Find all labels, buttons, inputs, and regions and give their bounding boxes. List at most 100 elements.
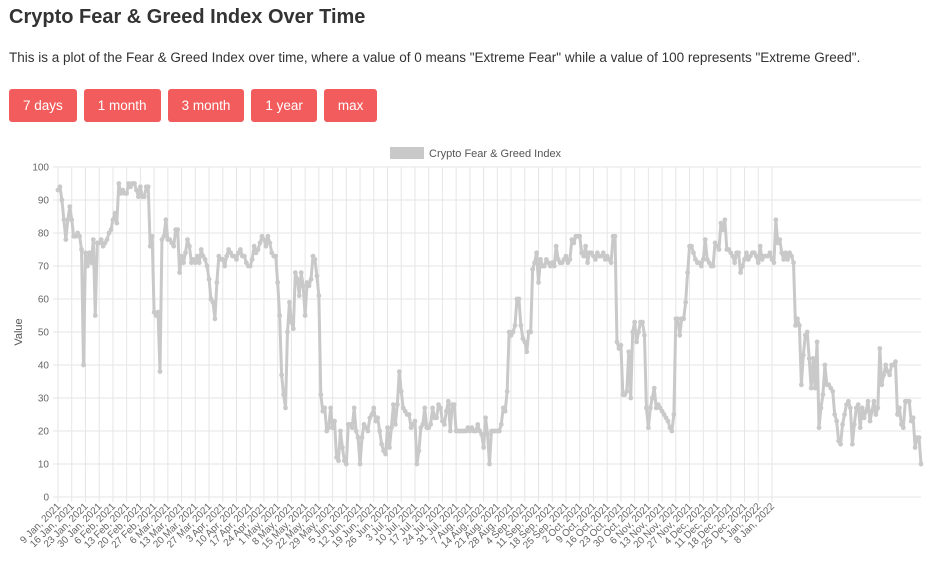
data-point[interactable] [196, 260, 202, 266]
range-3-month-button[interactable]: 3 month [167, 89, 245, 122]
data-point[interactable] [857, 425, 863, 431]
data-point[interactable] [163, 217, 169, 223]
data-point[interactable] [81, 362, 86, 368]
data-point[interactable] [257, 240, 263, 246]
data-point[interactable] [387, 445, 392, 450]
data-point[interactable] [677, 332, 683, 338]
data-point[interactable] [838, 441, 843, 447]
data-point[interactable] [316, 293, 322, 299]
data-point[interactable] [389, 425, 394, 431]
data-point[interactable] [67, 204, 73, 209]
data-point[interactable] [318, 392, 324, 398]
data-point[interactable] [308, 276, 314, 282]
data-point[interactable] [683, 299, 689, 305]
data-point[interactable] [375, 415, 381, 421]
data-point[interactable] [61, 217, 67, 223]
data-point[interactable] [816, 425, 822, 431]
data-point[interactable] [871, 398, 877, 404]
data-point[interactable] [720, 227, 726, 233]
data-point[interactable] [441, 422, 447, 427]
data-point[interactable] [822, 362, 828, 368]
data-point[interactable] [781, 257, 787, 262]
data-point[interactable] [161, 233, 167, 239]
range-1-year-button[interactable]: 1 year [251, 89, 317, 122]
data-point[interactable] [624, 389, 630, 394]
data-point[interactable] [834, 418, 840, 424]
data-point[interactable] [895, 412, 900, 417]
data-point[interactable] [744, 250, 749, 256]
data-point[interactable] [430, 405, 436, 411]
data-point[interactable] [502, 408, 508, 414]
data-point[interactable] [114, 220, 120, 226]
data-point[interactable] [504, 389, 510, 394]
data-point[interactable] [183, 250, 188, 256]
data-point[interactable] [918, 461, 924, 467]
data-point[interactable] [626, 349, 632, 355]
data-point[interactable] [865, 398, 871, 404]
data-point[interactable] [149, 233, 155, 239]
data-point[interactable] [738, 270, 743, 275]
data-point[interactable] [222, 263, 228, 269]
data-point[interactable] [883, 362, 889, 368]
data-point[interactable] [644, 405, 649, 411]
data-point[interactable] [92, 313, 98, 318]
data-point[interactable] [483, 415, 488, 421]
data-point[interactable] [700, 257, 706, 262]
data-point[interactable] [365, 428, 371, 434]
data-point[interactable] [532, 260, 538, 266]
range-1-month-button[interactable]: 1 month [83, 89, 161, 122]
data-point[interactable] [249, 257, 255, 262]
data-point[interactable] [524, 349, 530, 355]
data-point[interactable] [132, 181, 137, 186]
data-point[interactable] [220, 257, 226, 262]
data-point[interactable] [292, 270, 298, 275]
data-point[interactable] [90, 237, 96, 242]
data-point[interactable] [194, 253, 200, 259]
data-point[interactable] [900, 425, 906, 431]
data-point[interactable] [910, 415, 916, 421]
data-point[interactable] [798, 382, 804, 388]
data-point[interactable] [795, 316, 800, 322]
data-point[interactable] [479, 431, 485, 437]
data-point[interactable] [428, 422, 434, 427]
data-point[interactable] [538, 257, 543, 262]
data-point[interactable] [640, 319, 645, 325]
data-point[interactable] [279, 372, 284, 378]
data-point[interactable] [273, 253, 279, 259]
data-point[interactable] [628, 395, 634, 401]
data-point[interactable] [534, 250, 539, 256]
data-point[interactable] [810, 356, 816, 361]
data-point[interactable] [155, 309, 161, 315]
data-point[interactable] [212, 316, 218, 322]
data-point[interactable] [145, 184, 151, 190]
data-point[interactable] [685, 270, 690, 275]
data-point[interactable] [793, 323, 798, 328]
data-point[interactable] [85, 263, 90, 269]
data-point[interactable] [412, 418, 418, 424]
data-point[interactable] [669, 428, 675, 434]
data-point[interactable] [847, 405, 853, 411]
data-point[interactable] [873, 412, 879, 417]
data-point[interactable] [630, 329, 636, 335]
data-point[interactable] [394, 402, 400, 407]
data-point[interactable] [451, 402, 457, 407]
data-point[interactable] [585, 260, 590, 266]
data-point[interactable] [177, 270, 183, 275]
data-point[interactable] [359, 435, 365, 440]
data-point[interactable] [647, 405, 653, 411]
data-point[interactable] [181, 260, 186, 266]
data-point[interactable] [314, 273, 320, 279]
data-point[interactable] [63, 237, 69, 242]
data-point[interactable] [632, 319, 638, 325]
data-point[interactable] [851, 422, 857, 427]
data-point[interactable] [612, 233, 618, 239]
data-point[interactable] [755, 260, 761, 266]
data-point[interactable] [496, 428, 502, 434]
data-point[interactable] [906, 398, 912, 404]
data-point[interactable] [859, 405, 865, 411]
data-point[interactable] [390, 402, 396, 407]
data-point[interactable] [636, 329, 641, 335]
range-7-days-button[interactable]: 7 days [9, 89, 77, 122]
data-point[interactable] [247, 263, 253, 269]
data-point[interactable] [385, 425, 390, 431]
